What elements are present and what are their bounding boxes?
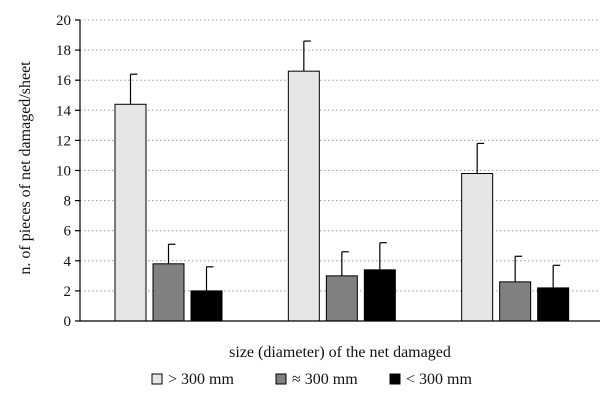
bar [325,275,358,322]
bar [190,290,223,322]
bar [461,173,494,322]
y-tick-label: 10 [56,164,71,180]
bars [114,40,570,322]
bar [152,263,185,322]
y-axis-title: n. of pieces of net damaged/sheet [17,61,34,275]
legend-label: < 300 mm [406,371,472,388]
gridlines [80,19,600,292]
y-tick-label: 20 [56,13,71,29]
y-tick-label: 2 [64,284,72,300]
legend: > 300 mm ≈ 300 mm < 300 mm [151,371,472,388]
y-tick-label: 0 [64,314,72,330]
legend-label: ≈ 300 mm [292,371,358,388]
legend-swatch [275,373,287,385]
y-tick-label: 12 [56,133,71,149]
bar [363,269,396,322]
bar [287,70,320,322]
y-tick-label: 16 [56,73,72,89]
legend-swatch [389,373,401,385]
y-tick-label: 18 [56,43,71,59]
bar [114,103,147,322]
legend-label: > 300 mm [168,371,234,388]
y-tick-label: 14 [56,103,72,119]
y-tick-labels: 0 2 4 6 8 10 12 14 16 18 20 [56,13,80,330]
x-axis-title: size (diameter) of the net damaged [229,344,451,361]
legend-swatch [151,373,163,385]
y-tick-label: 8 [64,194,72,210]
y-tick-label: 4 [64,254,72,270]
y-tick-label: 6 [64,224,72,240]
bar [499,281,532,322]
bar [537,287,570,322]
